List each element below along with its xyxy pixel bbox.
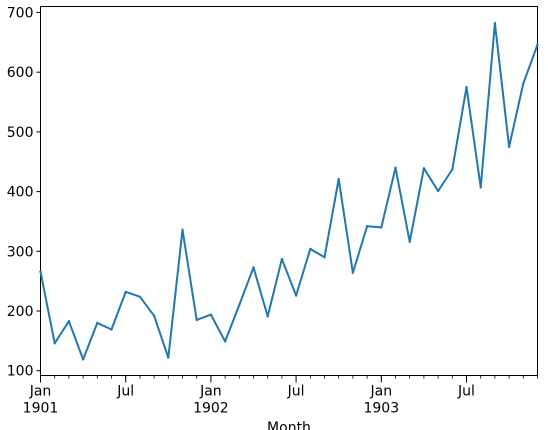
data-point (152, 314, 156, 317)
data-point (181, 228, 184, 232)
data-point (67, 319, 71, 323)
data-point (436, 189, 440, 193)
data-point (408, 240, 411, 243)
data-point (167, 356, 170, 359)
y-tick-label: 100 (7, 364, 34, 380)
x-tick-label: Jul (116, 384, 134, 400)
y-tick-label: 700 (7, 5, 34, 21)
x-tick-label: Jan (29, 384, 52, 400)
y-tick-label: 500 (7, 125, 34, 141)
data-point (96, 321, 99, 325)
data-point (323, 256, 326, 259)
data-point (124, 290, 127, 294)
data-point (294, 294, 298, 297)
data-points (39, 22, 539, 361)
data-point (223, 340, 227, 343)
x-tick-label: Jan (199, 384, 222, 400)
data-point (209, 313, 213, 316)
y-tick-label: 400 (7, 185, 34, 201)
data-point (238, 303, 241, 307)
data-point (493, 22, 497, 25)
data-point (195, 318, 198, 322)
data-point (39, 270, 42, 273)
data-point (138, 295, 142, 298)
x-tick-year-label: 1901 (23, 401, 59, 417)
data-point (280, 257, 284, 261)
data-point (522, 82, 525, 85)
plot-area (40, 6, 538, 376)
y-axis: 100 200 300 400 500 600 700 (7, 5, 41, 380)
y-tick-label: 600 (7, 65, 34, 81)
x-tick-label: Jul (287, 384, 305, 400)
y-tick-label: 200 (7, 304, 34, 320)
data-point (451, 168, 454, 171)
series-line (39, 22, 539, 361)
x-tick-year-label: 1903 (363, 401, 399, 417)
data-point (252, 266, 255, 269)
x-axis-title: Month (267, 420, 311, 430)
data-point (81, 358, 85, 361)
data-point (309, 247, 312, 251)
data-point (351, 271, 355, 275)
data-point (394, 166, 397, 169)
data-point (53, 342, 56, 345)
data-point (266, 315, 269, 318)
data-point (422, 167, 426, 170)
data-point (380, 226, 383, 229)
data-point (479, 186, 482, 189)
data-point (536, 43, 539, 46)
data-point (465, 85, 468, 89)
data-point (110, 328, 113, 331)
y-tick-label: 300 (7, 244, 34, 260)
data-point (507, 145, 511, 149)
x-tick-label: Jan (370, 384, 393, 400)
data-point (337, 177, 340, 181)
data-point (365, 225, 369, 228)
x-tick-year-label: 1902 (193, 401, 229, 417)
x-tick-label: Jul (457, 384, 475, 400)
